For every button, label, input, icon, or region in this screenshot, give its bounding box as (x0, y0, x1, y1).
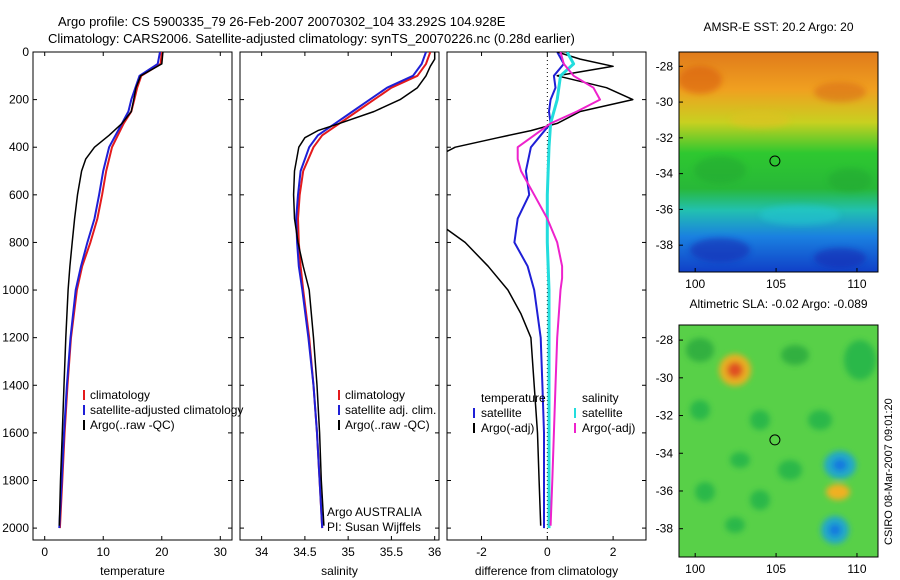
salinity-xtick-label: 34 (255, 545, 269, 559)
annotation-pi: PI: Susan Wijffels (327, 520, 421, 534)
sst_map-xtick-label: 100 (685, 277, 705, 291)
sst_map-ytick-label: -38 (656, 238, 674, 252)
difference-series-3 (516, 52, 601, 526)
sst_map-xtick-label: 110 (847, 277, 866, 291)
sla_map-ytick-label: -32 (656, 409, 674, 423)
sst_map-argo-marker (769, 155, 781, 167)
sst_map-ytick-label: -36 (656, 202, 674, 216)
difference-legend-header-temperature: temperature (481, 391, 546, 405)
salinity-series-1 (295, 52, 427, 529)
header-line-1: Argo profile: CS 5900335_79 26-Feb-2007 … (58, 14, 506, 29)
sst-texture (679, 66, 872, 268)
sla_map-ytick-label: -28 (656, 333, 674, 347)
difference-series-group (447, 52, 634, 529)
csiro-timestamp: CSIRO 08-Mar-2007 09:01:20 (883, 398, 895, 545)
difference-xtick-label: -2 (476, 545, 487, 559)
temperature-xtick-label: 30 (214, 545, 228, 559)
sla_map-ytick-label: -34 (656, 446, 674, 460)
difference-xlabel: difference from climatology (475, 564, 618, 578)
temperature-series-1 (58, 52, 161, 529)
sst_map-title: AMSR-E SST: 20.2 Argo: 20 (703, 20, 853, 34)
sst_map-ytick-label: -32 (656, 131, 674, 145)
annotation-argo-australia: Argo AUSTRALIA (327, 505, 422, 519)
difference-axes-frame (446, 51, 647, 541)
depth-tick-label: 600 (9, 188, 29, 202)
sst-map-panel: AMSR-E SST: 20.2 Argo: 20 100 105 110 -28 -30… (656, 20, 879, 291)
salinity-panel: 34 34.5 35 35.5 36 salinity climatologysatelli… (239, 51, 442, 578)
sla_map-xtick-label: 100 (685, 562, 705, 576)
difference-xtick-label: 0 (544, 545, 551, 559)
sst_map-ytick-label: -28 (656, 59, 674, 73)
salinity-xtick-label: 35.5 (380, 545, 404, 559)
difference-legend-label: satellite (582, 406, 623, 420)
sst_map-ytick-label: -34 (656, 167, 674, 181)
depth-tick-label: 1800 (2, 473, 29, 487)
salinity-xtick-label: 34.5 (293, 545, 317, 559)
sla_map-title: Altimetric SLA: -0.02 Argo: -0.089 (689, 297, 867, 311)
temperature-legend-label: Argo(..raw -QC) (90, 418, 175, 432)
temperature-panel: 0 10 20 30 0 200 400 600 800 1000 1200 1400 1600 1800… (2, 45, 243, 578)
difference-legend-header-salinity: salinity (582, 391, 619, 405)
depth-tick-label: 1400 (2, 378, 29, 392)
difference-legend-label: Argo(-adj) (582, 421, 635, 435)
sla_map-ytick-label: -38 (656, 522, 674, 536)
depth-tick-label: 1000 (2, 283, 29, 297)
sla_map-argo-marker (769, 434, 781, 446)
sla-texture (686, 338, 876, 544)
temperature-xlabel: temperature (100, 564, 165, 578)
temperature-xtick-label: 10 (97, 545, 111, 559)
depth-tick-label: 1600 (2, 426, 29, 440)
difference-panel: -2 0 2 difference from climatology temperatu… (446, 51, 647, 578)
temperature-xtick-label: 20 (155, 545, 169, 559)
temperature-axes-frame (32, 51, 233, 541)
temperature-legend-label: climatology (90, 388, 150, 402)
depth-tick-label: 400 (9, 140, 29, 154)
sla-map-panel: Altimetric SLA: -0.02 Argo: -0.089 100 105… (656, 297, 879, 576)
salinity-legend-label: climatology (345, 388, 405, 402)
difference-xtick-label: 2 (610, 545, 617, 559)
depth-tick-label: 800 (9, 235, 29, 249)
sst_map-xtick-label: 105 (766, 277, 786, 291)
salinity-legend-label: satellite adj. clim. (345, 403, 436, 417)
temperature-legend-label: satellite-adjusted climatology (90, 403, 243, 417)
depth-tick-label: 2000 (2, 521, 29, 535)
salinity-xtick-label: 36 (428, 545, 442, 559)
sla_map-xtick-label: 105 (766, 562, 786, 576)
sla_map-xtick-label: 110 (847, 562, 866, 576)
salinity-xtick-label: 35 (341, 545, 355, 559)
depth-tick-label: 200 (9, 93, 29, 107)
temperature-series-group (58, 52, 164, 529)
salinity-xlabel: salinity (321, 564, 358, 578)
salinity-axes-frame (239, 51, 440, 541)
temperature-series-2 (58, 52, 164, 526)
temperature-xtick-label: 0 (41, 545, 48, 559)
salinity-series-group (292, 52, 436, 529)
salinity-legend-label: Argo(..raw -QC) (345, 418, 430, 432)
salinity-series-2 (292, 52, 436, 526)
difference-legend-label: satellite (481, 406, 522, 420)
sla_map-ytick-label: -30 (656, 371, 674, 385)
depth-tick-label: 1200 (2, 331, 29, 345)
depth-tick-label: 0 (22, 45, 29, 59)
difference-series-1 (447, 52, 634, 526)
difference-legend-label: Argo(-adj) (481, 421, 534, 435)
header-line-2: Climatology: CARS2006. Satellite-adjuste… (48, 31, 575, 46)
sst_map-ytick-label: -30 (656, 95, 674, 109)
sla_map-ytick-label: -36 (656, 484, 674, 498)
